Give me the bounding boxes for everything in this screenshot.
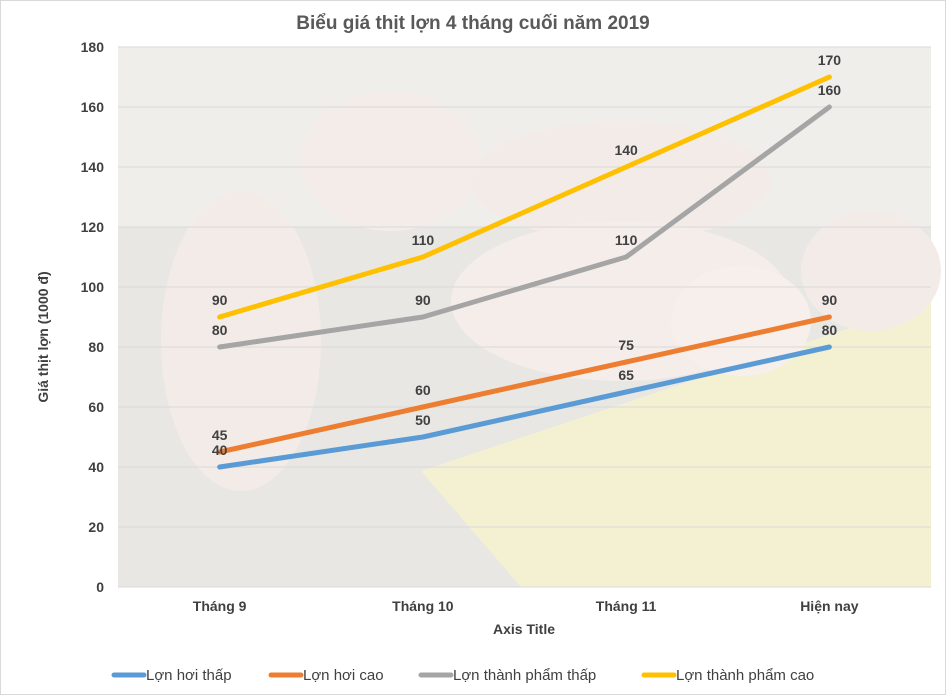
legend-label: Lợn thành phẩm cao <box>676 667 814 684</box>
data-label: 80 <box>212 322 228 338</box>
x-tick-label: Tháng 9 <box>193 598 247 614</box>
y-axis-title: Giá thịt lợn (1000 đ) <box>35 271 51 402</box>
data-label: 60 <box>415 382 431 398</box>
x-tick-label: Tháng 11 <box>596 598 657 614</box>
gridlines <box>118 46 931 588</box>
legend-label: Lợn hơi thấp <box>146 667 232 684</box>
data-label: 90 <box>822 292 838 308</box>
legend: Lợn hơi thấp Lợn hơi cao Lợn thành phẩm th… <box>111 667 814 684</box>
x-axis-title: Axis Title <box>493 621 555 637</box>
y-tick-label: 100 <box>81 279 105 295</box>
data-label: 45 <box>212 427 228 443</box>
series-line <box>217 314 832 455</box>
y-axis-ticks: 0 20 40 60 80 100 120 140 160 180 <box>81 39 105 595</box>
y-tick-label: 20 <box>88 519 104 535</box>
data-label: 40 <box>212 442 228 458</box>
y-tick-label: 0 <box>96 579 104 595</box>
series-lines <box>217 74 832 470</box>
chart-title: Biểu giá thịt lợn 4 tháng cuối năm 2019 <box>296 13 649 34</box>
data-label: 90 <box>212 292 228 308</box>
data-label: 140 <box>614 142 638 158</box>
data-label: 110 <box>412 232 435 248</box>
x-axis-ticks: Tháng 9 Tháng 10 Tháng 11 Hiện nay <box>193 598 859 614</box>
data-label: 90 <box>415 292 431 308</box>
x-tick-label: Hiện nay <box>800 598 859 614</box>
y-tick-label: 40 <box>88 459 104 475</box>
data-label: 65 <box>618 367 634 383</box>
data-label: 160 <box>818 82 842 98</box>
y-tick-label: 140 <box>81 159 105 175</box>
y-tick-label: 180 <box>81 39 105 55</box>
data-label: 110 <box>615 232 638 248</box>
y-tick-label: 80 <box>88 339 104 355</box>
data-label: 80 <box>822 322 838 338</box>
data-label: 170 <box>818 52 842 68</box>
pigs-photo-background <box>118 47 941 587</box>
y-tick-label: 60 <box>88 399 104 415</box>
data-labels: 40 50 65 80 45 60 75 90 80 90 110 160 90 110 140 170 <box>212 52 841 458</box>
y-tick-label: 120 <box>81 219 105 235</box>
series-line <box>217 74 832 320</box>
legend-label: Lợn hơi cao <box>303 667 384 684</box>
data-label: 50 <box>415 412 431 428</box>
legend-label: Lợn thành phẩm thấp <box>453 667 596 684</box>
data-label: 75 <box>618 337 634 353</box>
series-line <box>217 344 832 470</box>
series-line <box>217 104 832 350</box>
x-tick-label: Tháng 10 <box>392 598 454 614</box>
y-tick-label: 160 <box>81 99 105 115</box>
